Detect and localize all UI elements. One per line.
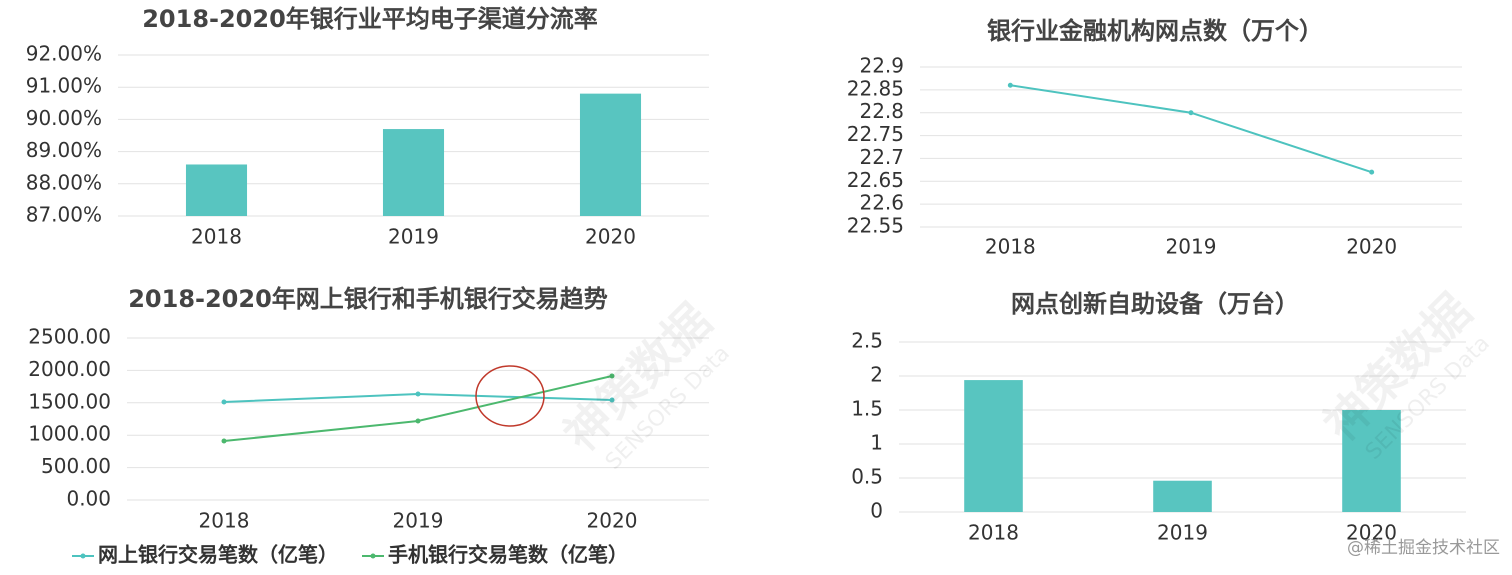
- chart-title: 银行业金融机构网点数（万个）: [987, 17, 1323, 45]
- legend-swatch-dot: [80, 553, 86, 559]
- x-tick-label: 2018: [199, 509, 250, 533]
- y-tick-label: 22.6: [859, 191, 904, 215]
- x-tick-label: 2020: [1346, 235, 1397, 259]
- y-tick-label: 22.9: [859, 54, 904, 78]
- highlight-circle: [475, 365, 545, 427]
- chart-title: 2018-2020年银行业平均电子渠道分流率: [142, 5, 598, 33]
- y-tick-label: 2.5: [851, 329, 883, 353]
- chart-title: 2018-2020年网上银行和手机银行交易趋势: [128, 285, 608, 313]
- point: [609, 397, 615, 403]
- bar: [382, 129, 445, 216]
- legend-swatch-dot: [370, 553, 376, 559]
- y-tick-label: 22.75: [847, 122, 904, 146]
- x-tick-label: 2020: [587, 509, 638, 533]
- chart: 2018-2020年网上银行和手机银行交易趋势 0.00 500.00 1000.00…: [28, 285, 709, 567]
- x-tick-label: 2020: [1346, 521, 1397, 545]
- line: [1010, 84, 1372, 174]
- chart-title: 网点创新自助设备（万台）: [1011, 290, 1299, 318]
- x-tick-label: 2019: [388, 225, 439, 249]
- x-tick-label: 2020: [585, 225, 636, 249]
- y-tick-label: 1.5: [851, 397, 883, 421]
- y-tick-label: 0.5: [851, 465, 883, 489]
- x-tick-label: 2019: [1166, 235, 1217, 259]
- y-tick-label: 1000.00: [28, 422, 111, 446]
- line: [223, 374, 613, 443]
- y-tick-label: 92.00%: [26, 42, 102, 66]
- point: [415, 418, 421, 424]
- point: [1369, 169, 1375, 175]
- point: [1007, 82, 1013, 88]
- point: [221, 399, 227, 405]
- y-tick-label: 2500.00: [28, 325, 111, 349]
- bar: [185, 164, 248, 216]
- y-tick-label: 2: [870, 363, 883, 387]
- bar: [1342, 410, 1401, 512]
- y-tick-label: 88.00%: [26, 170, 102, 194]
- x-tick-label: 2018: [191, 225, 242, 249]
- y-tick-label: 0.00: [66, 487, 111, 511]
- y-tick-label: 1: [870, 431, 883, 455]
- point: [221, 438, 227, 444]
- y-tick-label: 2000.00: [28, 357, 111, 381]
- y-tick-label: 1500.00: [28, 389, 111, 413]
- y-tick-label: 22.55: [847, 214, 904, 238]
- y-tick-label: 22.85: [847, 76, 904, 100]
- x-tick-label: 2019: [1157, 521, 1208, 545]
- chart: 银行业金融机构网点数（万个）22.5522.622.6522.722.7522.…: [847, 17, 1462, 259]
- legend-label: 网上银行交易笔数（亿笔）: [98, 543, 338, 567]
- bar: [1153, 480, 1212, 512]
- legend-label: 手机银行交易笔数（亿笔）: [388, 543, 628, 567]
- y-tick-label: 87.00%: [26, 203, 102, 227]
- y-tick-label: 89.00%: [26, 138, 102, 162]
- bar: [579, 93, 642, 216]
- watermark: 神策数据 SENSORS Data: [553, 293, 735, 475]
- y-tick-label: 500.00: [41, 454, 111, 478]
- y-tick-label: 22.8: [859, 99, 904, 123]
- point: [1188, 110, 1194, 116]
- x-tick-label: 2019: [393, 509, 444, 533]
- chart: 网点创新自助设备（万台） 0 0.5 1 1.5 2 2.5 2018 2019 2020: [851, 290, 1466, 545]
- point: [609, 373, 615, 379]
- y-tick-label: 0: [870, 499, 883, 523]
- bar: [964, 380, 1023, 512]
- y-tick-label: 22.65: [847, 168, 904, 192]
- x-tick-label: 2018: [968, 521, 1019, 545]
- x-tick-label: 2018: [985, 235, 1036, 259]
- point: [415, 391, 421, 397]
- y-tick-label: 90.00%: [26, 106, 102, 130]
- y-tick-label: 91.00%: [26, 74, 102, 98]
- y-tick-label: 22.7: [859, 145, 904, 169]
- credit: @稀土掘金技术社区: [1347, 538, 1500, 558]
- chart: 2018-2020年银行业平均电子渠道分流率 87.00% 88.00% 89.00%…: [26, 5, 709, 249]
